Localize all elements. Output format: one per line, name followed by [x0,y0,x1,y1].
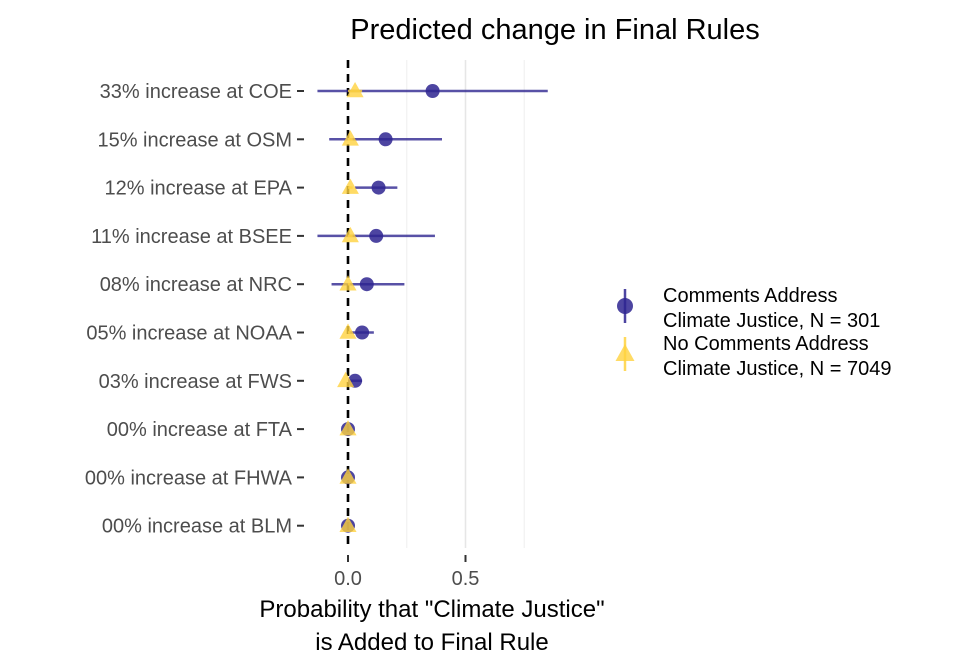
legend: Comments Address Climate Justice, N = 301… [615,285,891,380]
legend-key-triangle [615,344,635,361]
y-axis: 33% increase at COE 15% increase at OSM 12… [85,81,304,538]
legend-label: No Comments Address [663,333,869,355]
data-point-triangle [339,468,357,484]
y-tick-label: 00% increase at FHWA [85,467,293,489]
legend-key-circle [617,298,633,314]
y-tick-label: 12% increase at EPA [104,178,292,200]
data-point-circle [371,180,386,195]
data-point-triangle [346,82,364,98]
data-point-triangle [339,275,357,291]
x-axis-title-line-2: is Added to Final Rule [315,629,548,656]
data-point-circle [359,277,374,292]
x-tick-label: 0.0 [334,568,362,590]
legend-label: Climate Justice, N = 7049 [663,358,891,380]
y-tick-label: 00% increase at FTA [107,419,293,441]
series-marks [317,82,548,533]
x-tick-label: 0.5 [452,568,480,590]
data-point-triangle [339,323,357,339]
y-tick-label: 00% increase at BLM [102,516,292,538]
data-point-triangle [341,178,359,194]
data-point-circle [355,325,370,340]
data-point-circle [378,132,393,147]
y-tick-label: 03% increase at FWS [99,371,292,393]
y-tick-label: 33% increase at COE [100,81,292,103]
y-tick-label: 05% increase at NOAA [86,323,292,345]
data-point-triangle [341,130,359,146]
data-point-triangle [339,420,357,436]
y-tick-label: 08% increase at NRC [100,274,292,296]
data-point-circle [369,228,384,243]
data-point-triangle [341,226,359,243]
chart-title: Predicted change in Final Rules [350,14,759,46]
data-point-circle [425,84,440,98]
x-axis-title-line-1: Probability that "Climate Justice" [259,596,604,623]
y-tick-label: 11% increase at BSEE [91,226,292,248]
y-tick-label: 15% increase at OSM [97,129,292,151]
x-axis: 0.0 0.5 [334,555,479,590]
legend-label: Comments Address [663,285,838,307]
grid-lines [406,60,525,548]
data-point-triangle [339,516,357,532]
legend-label: Climate Justice, N = 301 [663,310,880,332]
data-point-triangle [337,371,355,388]
